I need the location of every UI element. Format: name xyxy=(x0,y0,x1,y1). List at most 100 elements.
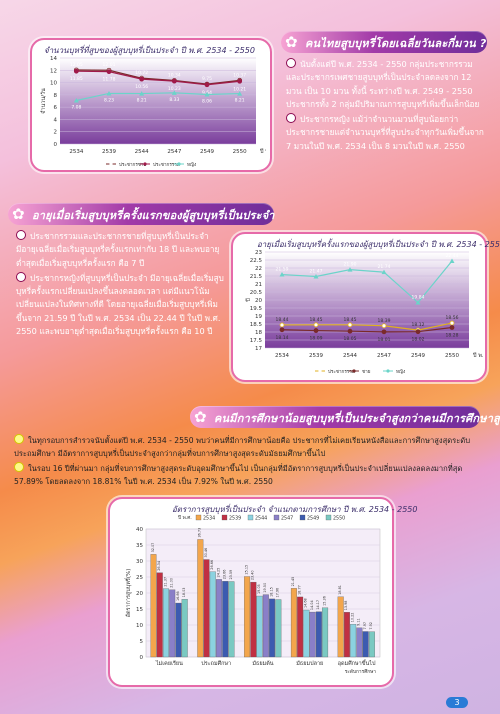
y-tick-label: 20 xyxy=(255,298,262,304)
section2-text: ประชากรรวมและประชากรชายที่สูบบุหรี่เป็นป… xyxy=(16,230,228,340)
section3-paragraph: ในทุกรอบการสำรวจนับตั้งแต่ปี พ.ศ. 2534 -… xyxy=(14,434,471,458)
legend-swatch xyxy=(195,514,202,521)
y-tick-label: 25 xyxy=(136,575,143,581)
x-axis-unit: ปี พ.ศ. xyxy=(259,148,266,155)
y-tick-label: 0 xyxy=(140,655,144,661)
data-point xyxy=(279,327,285,333)
data-point xyxy=(313,322,319,328)
bar xyxy=(309,611,316,658)
bar xyxy=(322,607,329,658)
x-tick-label: อุดมศึกษาขึ้นไป xyxy=(338,659,376,667)
data-point xyxy=(381,269,387,275)
data-point xyxy=(313,273,319,279)
x-tick-label: 2534 xyxy=(69,149,83,155)
legend-marker xyxy=(386,369,390,373)
y-tick-label: 19.5 xyxy=(250,306,263,312)
bullet-icon xyxy=(16,230,26,240)
data-label: 13.98 xyxy=(344,601,348,611)
legend-label: ประชากรชาย xyxy=(119,162,146,168)
chart3-title: อัตราการสูบบุหรี่เป็นประจำ จำแนกตามการศึ… xyxy=(172,505,418,514)
data-label: 18.45 xyxy=(310,317,323,323)
y-tick-label: 22 xyxy=(255,266,262,272)
y-axis-label: อัตราการสูบบุหรี่(%) xyxy=(124,569,132,618)
data-label: 16.86 xyxy=(176,591,180,601)
section2-banner: ✿ อายุเมื่อเริ่มสูบบุหรี่ครั้งแรกของผู้ส… xyxy=(8,203,274,225)
x-tick-label: 2534 xyxy=(275,353,289,359)
bar xyxy=(269,598,276,658)
data-label: 26.34 xyxy=(157,561,161,571)
bullet-icon xyxy=(286,58,296,68)
legend-swatch xyxy=(273,514,280,521)
bar xyxy=(256,595,263,658)
section3-banner: ✿ คนมีการศึกษาน้อยสูบบุหรี่เป็นประจำสูงก… xyxy=(190,406,500,428)
y-tick-label: 21 xyxy=(255,282,262,288)
data-point xyxy=(171,78,177,84)
x-tick-label: มัธยมต้น xyxy=(252,660,273,667)
data-point xyxy=(139,91,145,96)
legend-label: 2539 xyxy=(229,516,241,522)
bar xyxy=(350,624,357,658)
data-label: 25.15 xyxy=(244,565,248,575)
data-label: 23.59 xyxy=(229,570,233,580)
bar xyxy=(150,554,157,658)
data-point xyxy=(73,68,79,74)
section2-title: อายุเมื่อเริ่มสูบบุหรี่ครั้งแรกของผู้สูบ… xyxy=(32,209,275,222)
data-label: 18.15 xyxy=(269,587,273,597)
y-tick-label: 19 xyxy=(255,314,262,320)
data-label: 8.21 xyxy=(235,98,245,104)
data-label: 18.02 xyxy=(412,337,425,343)
data-label: 10.72 xyxy=(135,70,148,76)
data-label: 21.59 xyxy=(276,267,289,273)
legend-label: ชาย xyxy=(362,369,371,375)
data-label: 10.23 xyxy=(168,86,181,92)
y-tick-label: 30 xyxy=(136,559,143,565)
data-label: 7.97 xyxy=(363,622,367,630)
legend-label: ประชากรรวม xyxy=(328,369,355,375)
chart2-title: อายุเมื่อเริ่มสูบบุหรี่ครั้งแรกของผู้สูบ… xyxy=(257,240,500,249)
x-tick-label: 2547 xyxy=(167,149,181,155)
data-label: 18.81 xyxy=(338,585,342,595)
y-tick-label: 8 xyxy=(54,93,58,99)
data-point xyxy=(449,325,455,330)
bar xyxy=(356,627,363,658)
data-label: 7.08 xyxy=(71,105,81,111)
y-tick-label: 14 xyxy=(50,56,57,62)
data-label: 18.45 xyxy=(344,317,357,323)
data-label: 8.06 xyxy=(202,98,212,104)
bullet-icon xyxy=(14,462,24,472)
data-point xyxy=(204,91,210,97)
bar xyxy=(297,596,304,658)
y-tick-label: 2 xyxy=(54,130,58,136)
data-label: 9.75 xyxy=(202,76,212,82)
flower-icon: ✿ xyxy=(12,205,25,223)
data-label: 12.01 xyxy=(103,62,116,68)
data-point xyxy=(204,82,210,88)
y-tick-label: 17.5 xyxy=(250,338,263,344)
y-axis-label: จำนวน/วัน xyxy=(40,88,47,114)
x-tick-label: ไม่เคยเรียน xyxy=(155,660,183,667)
y-tick-label: 10 xyxy=(50,81,57,87)
series-line-3 xyxy=(76,92,240,102)
legend-label: 2550 xyxy=(333,516,345,522)
legend-swatch xyxy=(299,514,306,521)
y-tick-label: 15 xyxy=(136,607,143,613)
x-tick-label: 2549 xyxy=(200,149,214,155)
legend-swatch xyxy=(325,514,332,521)
chart1-svg: 0 2 4 6 8 10 12 14 2534 2539 2544 2547 2549 2550 ปี พ.… xyxy=(40,56,266,168)
data-label: 7.92 xyxy=(369,622,373,630)
legend-marker xyxy=(318,369,322,373)
chart3-svg: 0 5 10 15 20 25 30 35 40 32.07 26.34 21.37 21.0016.8… xyxy=(124,514,381,675)
series-line-2 xyxy=(281,326,453,333)
bar xyxy=(343,612,350,658)
data-point xyxy=(106,69,112,75)
y-tick-label: 40 xyxy=(136,527,143,533)
data-label: 21.90 xyxy=(344,262,357,268)
legend-label: ประชากรรวม xyxy=(153,162,180,168)
chart-panel-cigarettes-per-day: จำนวนบุหรี่ที่สูบของผู้สูบบุหรี่เป็นประจ… xyxy=(30,38,272,172)
data-label: 18.01 xyxy=(378,337,391,343)
data-label: 8.23 xyxy=(104,97,114,103)
y-tick-label: 4 xyxy=(54,117,58,123)
data-label: 21.37 xyxy=(163,577,167,587)
series-line-1 xyxy=(76,69,240,85)
data-point xyxy=(449,320,455,326)
